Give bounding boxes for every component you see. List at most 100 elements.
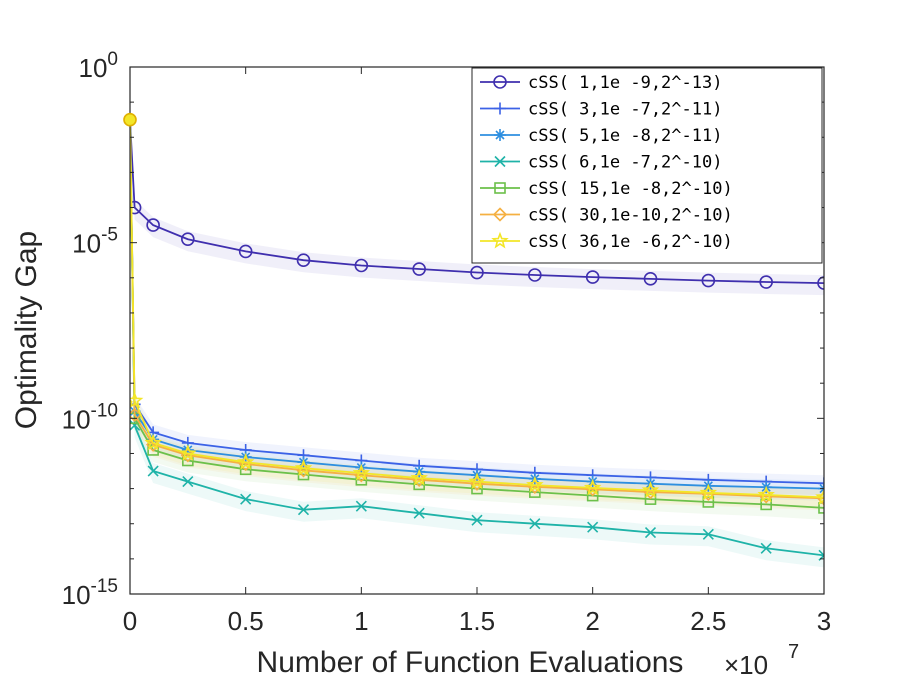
x-axis-label: Number of Function Evaluations <box>257 646 684 679</box>
series-point <box>130 407 142 422</box>
start-point <box>123 112 137 127</box>
y-tick-label: 100 <box>79 49 119 83</box>
series-point <box>641 481 660 498</box>
legend-label: cSS( 30,1e-10,2^-10) <box>528 206 733 226</box>
series-point <box>144 433 162 451</box>
series-point <box>644 526 657 539</box>
series-point <box>413 507 425 519</box>
series-point <box>354 258 369 273</box>
series-point <box>760 498 772 511</box>
legend-label: cSS( 15,1e -8,2^-10) <box>528 179 733 199</box>
x-tick-label: 0 <box>123 606 137 636</box>
y-tick-label: 10-5 <box>72 225 118 259</box>
legend-marker <box>491 231 509 249</box>
series-point <box>238 244 253 259</box>
x-tick-label: 1 <box>354 606 368 636</box>
y-tick-exp: -15 <box>91 576 118 597</box>
series-point <box>587 521 599 533</box>
x-tick-label: 1.5 <box>459 606 495 636</box>
x-exponent-base: ×10 <box>724 650 768 680</box>
legend-label: cSS( 1,1e -9,2^-13) <box>528 73 722 93</box>
series-line <box>130 119 824 500</box>
legend-label: cSS( 5,1e -8,2^-11) <box>528 126 722 146</box>
series-point <box>760 542 772 554</box>
x-tick-label: 2 <box>585 606 599 636</box>
legend-label: cSS( 36,1e -6,2^-10) <box>528 232 733 252</box>
series-point <box>471 514 483 526</box>
legend-item: cSS( 36,1e -6,2^-10) <box>480 231 733 252</box>
series-line <box>130 119 824 284</box>
y-tick-exp: 0 <box>107 49 118 70</box>
legend-marker <box>492 207 508 222</box>
series-point <box>818 502 824 514</box>
series-line <box>130 119 824 499</box>
legend-item: cSS( 1,1e -9,2^-13) <box>480 73 722 93</box>
series-point <box>352 463 371 481</box>
series-point <box>130 419 141 431</box>
series-point <box>130 391 144 409</box>
series-point <box>818 477 824 490</box>
legend-item: cSS( 15,1e -8,2^-10) <box>480 179 733 199</box>
series-point <box>147 465 159 477</box>
series-point <box>468 472 486 490</box>
series-point <box>412 262 426 276</box>
legend-label: cSS( 6,1e -7,2^-10) <box>528 153 722 173</box>
y-tick-base: 10 <box>79 53 108 83</box>
series-point <box>583 478 602 496</box>
x-tick-label: 3 <box>817 606 831 636</box>
series-point <box>410 468 428 486</box>
series-point <box>643 272 658 286</box>
series-line <box>130 119 824 509</box>
legend-item: cSS( 3,1e -7,2^-11) <box>480 100 722 120</box>
legend-marker <box>494 102 506 115</box>
legend-label: cSS( 3,1e -7,2^-11) <box>528 100 722 120</box>
x-tick-label: 2.5 <box>690 606 726 636</box>
x-exponent-power: 7 <box>788 641 799 663</box>
y-tick-exp: -10 <box>91 400 118 421</box>
legend-item: cSS( 5,1e -8,2^-11) <box>480 126 722 146</box>
series-point <box>470 265 484 280</box>
series-point <box>701 273 716 288</box>
y-axis-label: Optimality Gap <box>10 231 43 429</box>
series-point <box>294 458 313 476</box>
legend-item: cSS( 30,1e-10,2^-10) <box>480 206 733 226</box>
legend: cSS( 1,1e -9,2^-13) cSS( 3,1e -7,2^-11) cS… <box>471 67 823 264</box>
legend-box <box>471 67 823 264</box>
series-layer <box>130 119 824 561</box>
series-point <box>702 528 714 540</box>
series-point <box>702 496 715 508</box>
series-point <box>585 270 600 284</box>
series-point <box>181 232 195 246</box>
y-tick-label: 10-15 <box>62 576 118 610</box>
series-point <box>179 444 197 461</box>
series-point <box>355 500 367 512</box>
legend-marker <box>494 182 506 194</box>
series-point <box>236 453 255 470</box>
series-band <box>130 111 824 296</box>
y-tick-label: 10-10 <box>62 400 118 434</box>
series-point <box>815 488 824 505</box>
x-axis: 0 0.5 1 1.5 2 2.5 3 <box>123 67 831 636</box>
series-point <box>817 276 824 290</box>
y-tick-base: 10 <box>62 404 91 434</box>
y-tick-base: 10 <box>72 229 101 259</box>
series-point <box>529 518 541 530</box>
series-point <box>182 476 194 488</box>
legend-marker <box>493 75 507 89</box>
series-point <box>699 483 718 501</box>
series-point <box>759 275 773 289</box>
series-point <box>130 200 142 215</box>
y-tick-base: 10 <box>62 580 91 610</box>
legend-marker <box>494 155 506 168</box>
series-point <box>528 268 542 282</box>
series-point <box>296 253 311 268</box>
x-tick-label: 0.5 <box>228 606 264 636</box>
series-point <box>526 475 544 493</box>
series-point <box>297 504 310 516</box>
legend-item: cSS( 6,1e -7,2^-10) <box>480 153 722 173</box>
series-point <box>757 485 775 503</box>
legend-marker <box>494 129 506 141</box>
series-point <box>240 493 252 505</box>
